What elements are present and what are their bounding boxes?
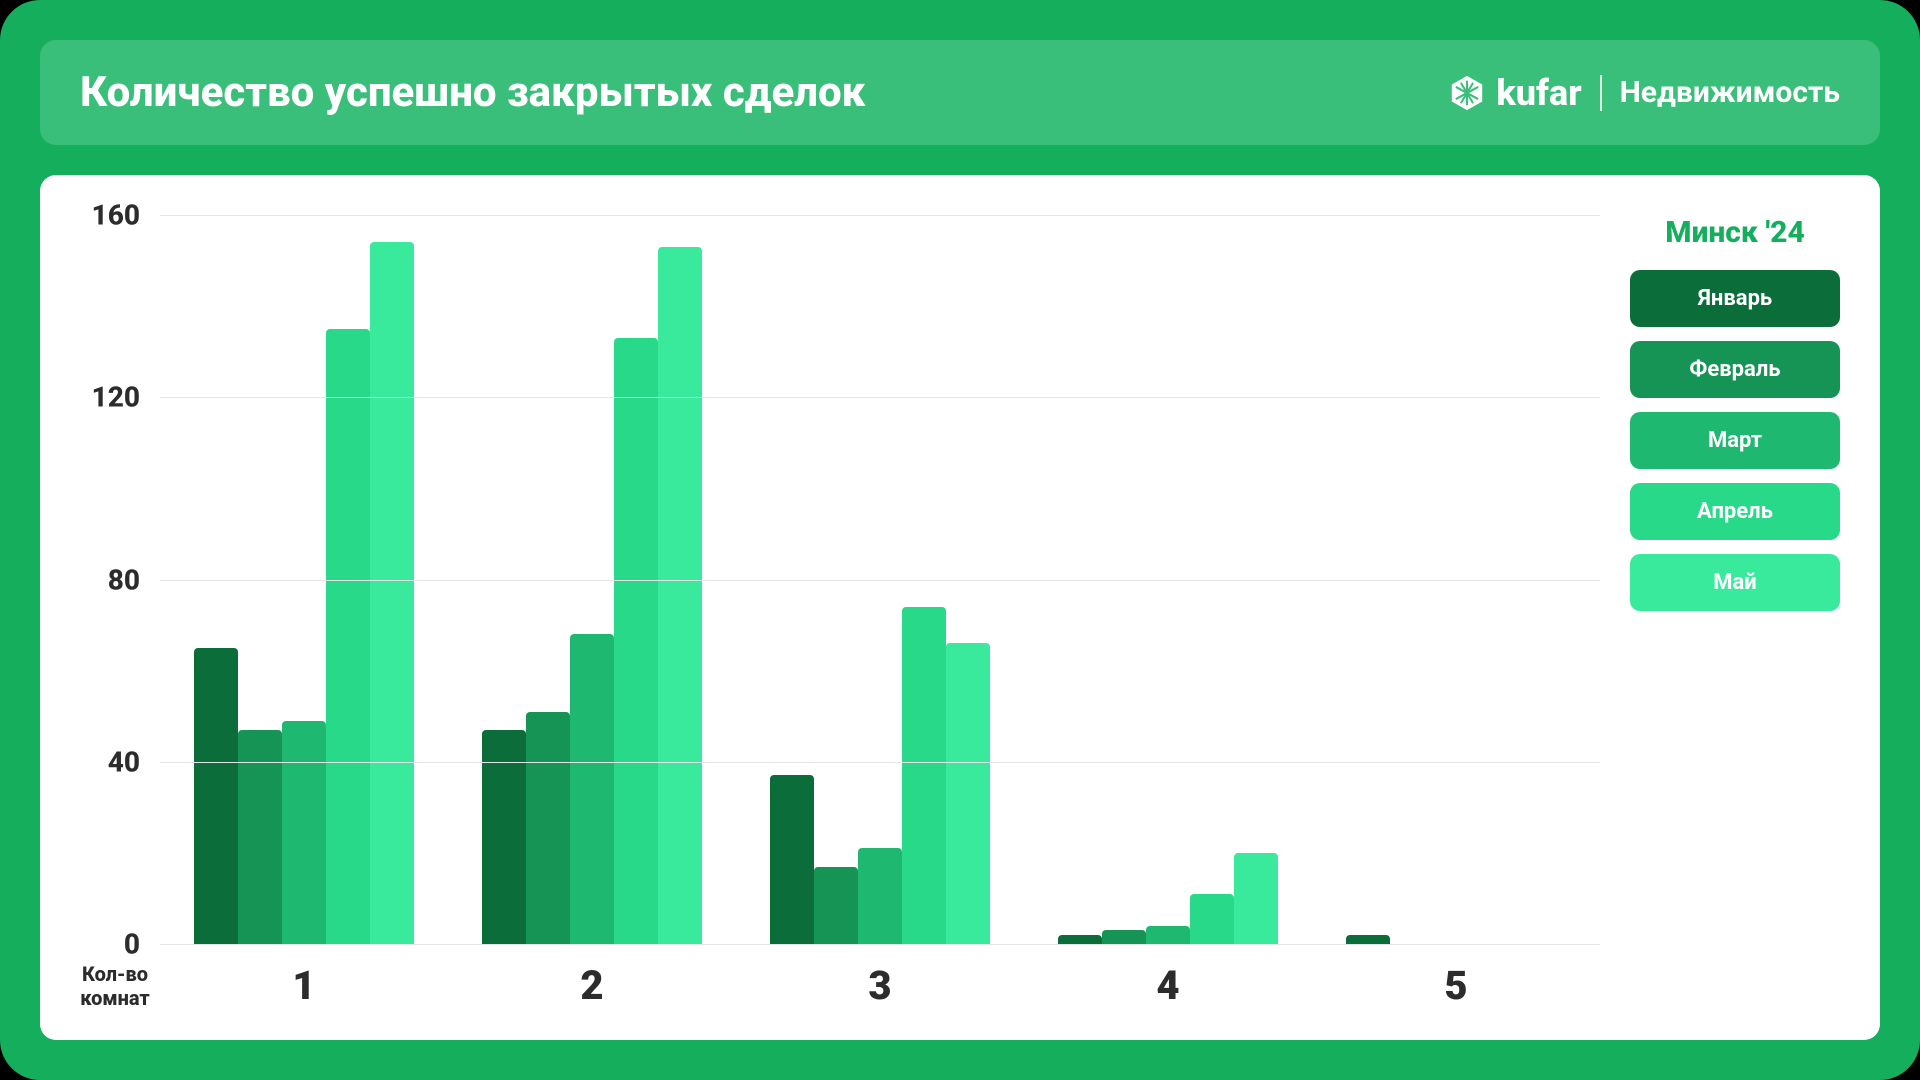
brand-name: kufar [1496,72,1581,114]
gridline [160,944,1600,945]
legend-title: Минск '24 [1630,215,1840,250]
bar [858,848,902,944]
x-axis-row: Кол-вокомнат 12345 [80,962,1600,1010]
header-bar: Количество успешно закрытых сделок kufar… [40,40,1880,145]
bar [614,338,658,944]
bar [370,242,414,944]
bar [770,775,814,944]
gridline [160,397,1600,398]
bar [1146,926,1190,944]
gridline [160,580,1600,581]
x-categories: 12345 [160,962,1600,1010]
bar [570,634,614,944]
legend-item: Январь [1630,270,1840,327]
legend-item: Апрель [1630,483,1840,540]
y-axis: 04080120160 [80,215,150,944]
y-tick: 160 [92,199,140,232]
chart-panel: 0 40 80 120 160 Кол-вокомнат 12345 Минск '24… [40,175,1880,1040]
x-category: 1 [160,962,448,1010]
legend: Минск '24 Январь Февраль Март Апрель Май [1630,215,1840,1010]
y-tick: 80 [108,563,140,596]
bar [326,329,370,944]
legend-items: Январь Февраль Март Апрель Май [1630,270,1840,611]
x-category: 4 [1024,962,1312,1010]
chart-area: 04080120160 Кол-вокомнат 12345 [80,215,1600,1010]
plot [160,215,1600,944]
brand-logo: kufar [1448,72,1581,114]
bar [1346,935,1390,944]
frame: Количество успешно закрытых сделок kufar… [0,0,1920,1080]
bar [1234,853,1278,944]
legend-item: Май [1630,554,1840,611]
legend-item: Февраль [1630,341,1840,398]
bar [946,643,990,944]
x-axis-label: Кол-вокомнат [80,962,150,1010]
x-category: 3 [736,962,1024,1010]
gridline [160,215,1600,216]
y-tick: 120 [92,381,140,414]
bar [1190,894,1234,944]
bar [526,712,570,944]
plot-row: 04080120160 [80,215,1600,944]
bar [902,607,946,944]
bar [814,867,858,944]
x-category: 5 [1312,962,1600,1010]
y-tick: 40 [108,745,140,778]
brand-subtitle: Недвижимость [1620,75,1840,110]
kufar-icon [1448,74,1486,112]
brand-divider [1600,75,1602,111]
brand-block: kufar Недвижимость [1448,72,1840,114]
bar [658,247,702,944]
bar [282,721,326,944]
legend-item: Март [1630,412,1840,469]
y-tick: 0 [124,928,140,961]
page-title: Количество успешно закрытых сделок [80,68,865,117]
bar [1058,935,1102,944]
bar [194,648,238,944]
bar [1102,930,1146,944]
gridline [160,762,1600,763]
x-category: 2 [448,962,736,1010]
